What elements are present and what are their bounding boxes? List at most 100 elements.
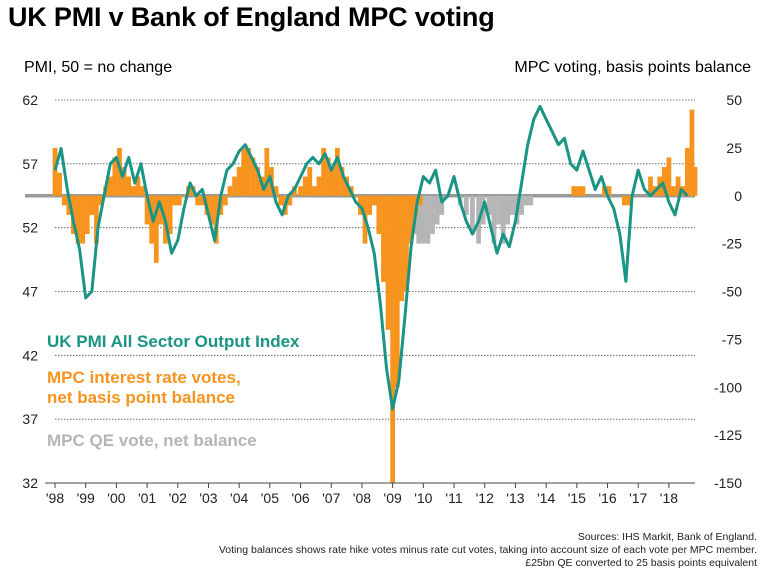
rate-vote-bar bbox=[167, 195, 173, 235]
note-line: £25bn QE converted to 25 basis points eq… bbox=[525, 557, 757, 569]
qe-vote-bar bbox=[505, 195, 511, 225]
rate-vote-bar bbox=[246, 147, 251, 196]
rate-vote-bar bbox=[84, 195, 90, 235]
x-tick-label: '99 bbox=[77, 490, 95, 506]
x-tick-label: '98 bbox=[46, 490, 64, 506]
rate-vote-bar bbox=[107, 176, 113, 196]
rate-vote-bar bbox=[571, 186, 577, 196]
rate-vote-bar bbox=[689, 109, 695, 196]
left-axis-ticks: 32 37 42 47 52 57 62 bbox=[22, 92, 38, 491]
rate-vote-bar bbox=[126, 176, 132, 196]
qe-vote-bar bbox=[416, 195, 422, 244]
rate-vote-bar bbox=[112, 157, 118, 196]
qe-vote-bar bbox=[519, 195, 524, 215]
rate-vote-bar bbox=[671, 186, 676, 196]
rate-vote-bar bbox=[408, 195, 414, 244]
x-tick-label: '11 bbox=[445, 490, 462, 506]
rate-vote-bar bbox=[302, 176, 308, 196]
rate-vote-bar bbox=[335, 147, 340, 196]
rate-vote-bar bbox=[353, 195, 359, 197]
rate-vote-bar bbox=[307, 167, 313, 196]
right-axis-title: MPC voting, basis points balance bbox=[514, 59, 751, 76]
rate-vote-bar bbox=[89, 195, 95, 215]
rate-vote-bar bbox=[236, 167, 242, 196]
rate-vote-bar bbox=[684, 147, 690, 196]
rate-vote-bar bbox=[648, 176, 653, 196]
right-tick-label: -25 bbox=[722, 236, 742, 252]
rate-vote-bar bbox=[140, 186, 145, 196]
rate-vote-bar bbox=[626, 195, 632, 206]
left-tick-label: 47 bbox=[22, 284, 38, 300]
qe-vote-bar bbox=[430, 195, 435, 235]
rate-vote-bar bbox=[176, 195, 182, 206]
rate-vote-bars bbox=[52, 109, 698, 483]
legend-pmi: UK PMI All Sector Output Index bbox=[47, 332, 300, 351]
rate-vote-bar bbox=[250, 157, 256, 196]
rate-vote-bar bbox=[298, 186, 303, 196]
rate-vote-bar bbox=[325, 157, 331, 196]
left-tick-label: 37 bbox=[22, 411, 38, 427]
rate-vote-bar bbox=[692, 167, 698, 196]
qe-vote-bar bbox=[523, 195, 529, 206]
pmi-line bbox=[53, 104, 689, 411]
rate-vote-bar bbox=[172, 195, 178, 206]
rate-vote-bar bbox=[144, 195, 150, 225]
right-tick-label: 25 bbox=[726, 140, 742, 156]
x-tick-label: '14 bbox=[537, 490, 555, 506]
left-tick-label: 57 bbox=[22, 156, 38, 172]
right-tick-label: -50 bbox=[722, 284, 742, 300]
rate-vote-bar bbox=[209, 195, 214, 225]
right-tick-label: -150 bbox=[714, 475, 742, 491]
rate-vote-bar bbox=[376, 195, 382, 235]
x-tick-label: '10 bbox=[414, 490, 432, 506]
x-tick-label: '16 bbox=[598, 490, 616, 506]
x-axis: '98 '99 '00 '01 '02 '03 '04 '05 '06 '07 '08 '09 '10 '… bbox=[45, 482, 695, 506]
x-tick-label: '05 bbox=[261, 490, 279, 506]
note-line: Sources: IHS Markit, Bank of England. bbox=[577, 531, 757, 543]
rate-vote-bar bbox=[417, 195, 423, 206]
rate-vote-bar bbox=[227, 186, 233, 196]
legend: UK PMI All Sector Output Index MPC intere… bbox=[47, 332, 300, 450]
rate-vote-bar bbox=[381, 195, 386, 282]
legend-rate-votes: MPC interest rate votes, bbox=[47, 368, 241, 387]
rate-vote-bar bbox=[75, 195, 81, 244]
rate-vote-bar bbox=[153, 195, 159, 263]
x-tick-label: '04 bbox=[230, 490, 248, 506]
rate-vote-bar bbox=[135, 176, 141, 196]
legend-rate-votes-line2: net basis point balance bbox=[47, 388, 235, 407]
rate-vote-bar bbox=[181, 195, 187, 197]
qe-vote-bar bbox=[509, 195, 515, 215]
rate-vote-bar bbox=[390, 195, 396, 483]
right-tick-label: 50 bbox=[726, 92, 742, 108]
qe-vote-bar bbox=[420, 195, 426, 244]
left-tick-label: 42 bbox=[22, 347, 38, 363]
qe-vote-bar bbox=[425, 195, 431, 244]
x-tick-label: '18 bbox=[660, 490, 678, 506]
rate-vote-bar bbox=[130, 186, 136, 196]
rate-vote-bar bbox=[385, 195, 391, 330]
left-tick-label: 52 bbox=[22, 220, 38, 236]
qe-vote-bar bbox=[496, 195, 501, 225]
rate-vote-bar bbox=[339, 167, 345, 196]
rate-vote-bar bbox=[80, 195, 86, 244]
x-tick-label: '08 bbox=[353, 490, 371, 506]
rate-vote-bar bbox=[273, 186, 279, 196]
qe-vote-bar bbox=[463, 195, 469, 215]
rate-vote-bar bbox=[321, 147, 326, 196]
rate-vote-bar bbox=[232, 176, 237, 196]
pmi-line-series bbox=[53, 104, 689, 411]
right-tick-label: -100 bbox=[714, 379, 742, 395]
rate-vote-bar bbox=[66, 195, 72, 215]
right-tick-label: 0 bbox=[734, 188, 742, 204]
rate-vote-bar bbox=[264, 147, 270, 196]
rate-vote-bar bbox=[241, 147, 247, 196]
rate-vote-bar bbox=[316, 176, 322, 196]
rate-vote-bar bbox=[575, 186, 581, 196]
rate-vote-bar bbox=[121, 167, 127, 196]
x-tick-label: '07 bbox=[322, 490, 340, 506]
rate-vote-bar bbox=[52, 147, 58, 196]
rate-vote-bar bbox=[98, 195, 104, 206]
rate-vote-bar bbox=[199, 195, 205, 206]
rate-vote-bar bbox=[94, 195, 99, 244]
